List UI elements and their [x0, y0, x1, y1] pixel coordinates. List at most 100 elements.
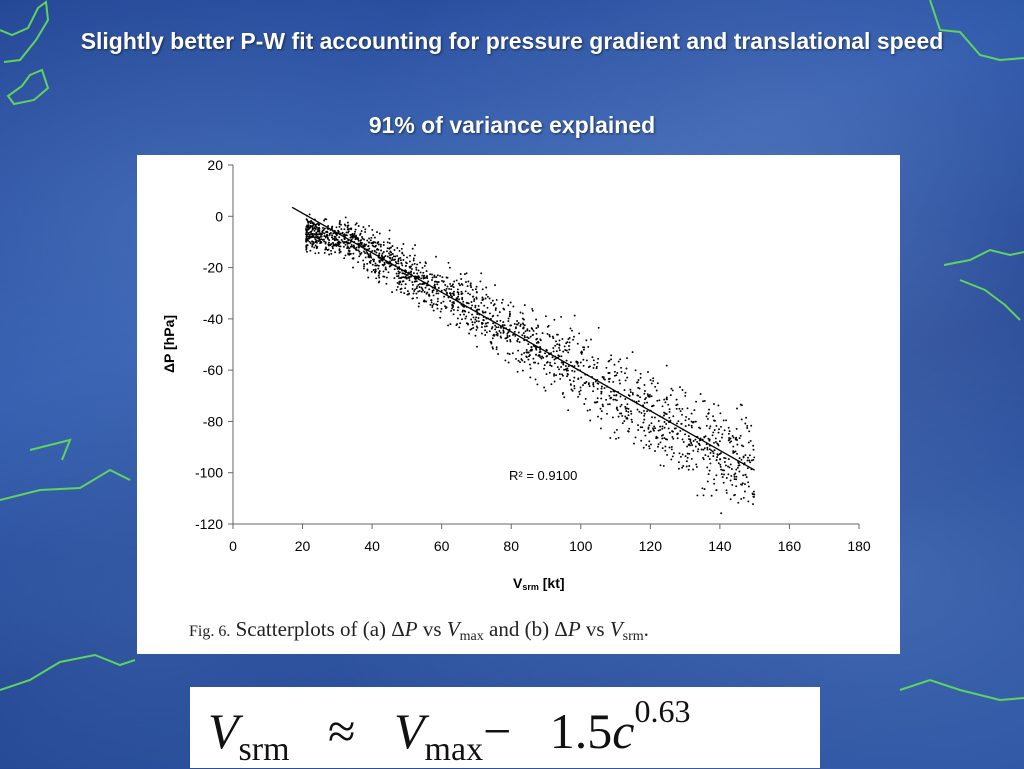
data-point	[437, 281, 440, 283]
data-point	[527, 343, 530, 346]
data-point	[477, 320, 480, 323]
data-point	[479, 280, 482, 283]
data-point	[371, 263, 374, 266]
data-point	[685, 415, 688, 418]
data-point	[436, 283, 439, 286]
data-point	[506, 340, 509, 342]
data-point	[684, 455, 687, 458]
data-point	[423, 291, 426, 293]
data-point	[571, 389, 574, 392]
data-point	[537, 325, 540, 328]
data-point	[354, 223, 357, 226]
data-point	[376, 231, 378, 234]
data-point	[350, 233, 352, 236]
data-point	[418, 289, 421, 292]
data-point	[500, 326, 502, 329]
data-point	[597, 382, 600, 385]
data-point	[467, 292, 470, 295]
data-point	[621, 422, 624, 425]
data-point	[596, 387, 599, 390]
data-point	[568, 336, 571, 339]
caption-v-b: V	[609, 617, 623, 641]
data-point	[695, 463, 698, 466]
data-point	[498, 311, 501, 314]
data-point	[560, 366, 563, 368]
data-point	[647, 371, 649, 373]
data-point	[456, 309, 459, 312]
data-point	[423, 264, 426, 267]
data-point	[509, 340, 512, 343]
data-point	[515, 357, 517, 360]
data-point	[504, 337, 507, 340]
data-point	[565, 349, 568, 352]
data-point	[488, 297, 491, 300]
data-point	[643, 384, 646, 386]
data-point	[615, 394, 618, 397]
data-point	[422, 271, 425, 274]
data-point	[486, 321, 489, 324]
data-point	[457, 282, 460, 285]
data-point	[308, 234, 311, 237]
data-point	[546, 325, 549, 328]
data-point	[738, 437, 741, 440]
data-point	[653, 425, 656, 428]
data-point	[665, 364, 668, 367]
data-point	[354, 235, 357, 238]
data-point	[360, 230, 363, 232]
data-point	[729, 463, 732, 466]
data-point	[318, 233, 321, 236]
data-point	[354, 237, 357, 240]
data-point	[664, 401, 667, 404]
data-point	[393, 277, 396, 280]
data-point	[696, 440, 699, 443]
data-point	[311, 221, 314, 224]
data-point	[475, 285, 478, 288]
data-point	[471, 313, 474, 316]
data-point	[597, 357, 600, 360]
data-point	[575, 360, 578, 363]
data-point	[553, 362, 556, 365]
data-point	[612, 398, 615, 401]
data-point	[495, 326, 498, 329]
data-point	[535, 353, 538, 356]
data-point	[513, 322, 516, 325]
data-point	[713, 429, 716, 431]
data-point	[617, 415, 620, 418]
data-point	[637, 394, 640, 397]
data-point	[508, 335, 511, 337]
data-point	[357, 238, 360, 241]
data-point	[459, 322, 462, 325]
data-point	[392, 255, 395, 258]
data-point	[634, 369, 637, 372]
data-point	[573, 385, 576, 387]
data-point	[708, 458, 711, 460]
data-point	[331, 234, 334, 237]
data-point	[537, 324, 539, 327]
data-point	[399, 281, 402, 284]
data-point	[311, 240, 314, 243]
data-point	[687, 443, 690, 446]
data-point	[657, 445, 659, 448]
data-point	[727, 473, 730, 476]
data-point	[679, 410, 682, 413]
data-point	[416, 296, 419, 299]
data-point	[670, 387, 673, 390]
data-point	[328, 241, 330, 244]
data-point	[466, 322, 469, 325]
data-point	[418, 286, 421, 288]
data-point	[697, 442, 700, 445]
data-point	[309, 225, 312, 228]
data-point	[322, 238, 325, 241]
data-point	[382, 251, 385, 253]
caption-vs-a: vs	[422, 617, 442, 641]
data-point	[720, 512, 723, 515]
data-point	[650, 382, 653, 385]
data-point	[407, 276, 410, 279]
data-point	[548, 335, 551, 338]
data-point	[748, 459, 751, 462]
data-point	[440, 302, 443, 304]
data-point	[628, 427, 631, 430]
data-point	[425, 292, 428, 295]
y-tick-label: -20	[203, 260, 223, 276]
data-point	[330, 252, 333, 255]
